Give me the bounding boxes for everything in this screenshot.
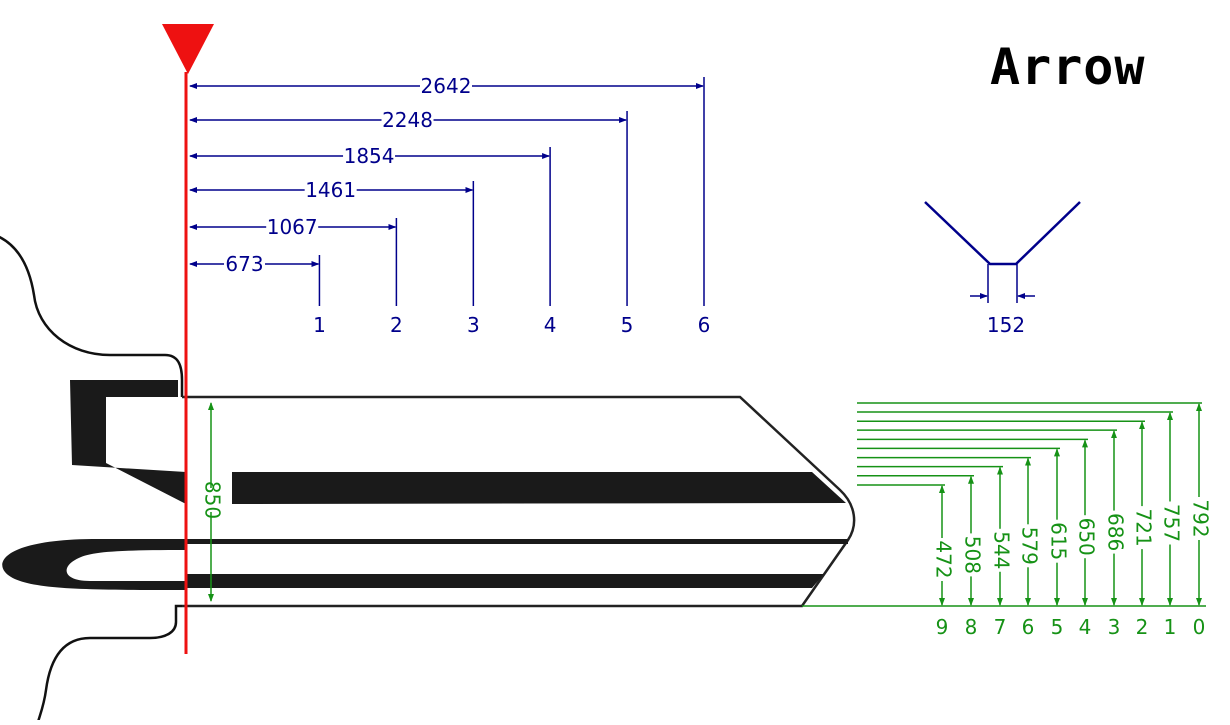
- blade-wave: [2, 539, 186, 590]
- depth-value-label: 544: [990, 531, 1014, 569]
- depth-value-label: 757: [1160, 504, 1184, 542]
- cut-position-label: 5: [621, 313, 634, 337]
- depth-value-label: 650: [1075, 518, 1099, 556]
- depth-number-label: 6: [1022, 615, 1035, 639]
- depth-number-label: 0: [1193, 615, 1206, 639]
- cutter-width-label: 152: [987, 313, 1025, 337]
- cut-position-label: 1: [313, 313, 326, 337]
- depth-number-label: 9: [936, 615, 949, 639]
- depth-value-label: 615: [1047, 522, 1071, 560]
- depth-number-label: 4: [1079, 615, 1092, 639]
- cutter-shape: [924, 201, 1081, 266]
- key-blade: [2, 380, 856, 608]
- cut-position-label: 4: [544, 313, 557, 337]
- depth-value-label: 508: [961, 536, 985, 574]
- depth-value-label: 792: [1189, 499, 1213, 537]
- key-head-outline: [0, 236, 184, 723]
- cutter-diagram: [924, 201, 1081, 303]
- blade-groove-lower: [186, 574, 824, 588]
- depth-number-label: 8: [965, 615, 978, 639]
- cut-position-label: 2: [390, 313, 403, 337]
- depth-number-label: 1: [1164, 615, 1177, 639]
- cut-distance-label: 1067: [267, 215, 318, 239]
- depth-value-label: 721: [1132, 509, 1156, 547]
- cut-distance-label: 2642: [421, 74, 472, 98]
- cut-distance-label: 1854: [344, 144, 395, 168]
- depth-value-label: 686: [1104, 513, 1128, 551]
- depth-number-label: 5: [1051, 615, 1064, 639]
- key-height-label: 850: [201, 481, 225, 519]
- stop-triangle-icon: [162, 24, 214, 74]
- key-height-dimension: 850: [201, 402, 225, 602]
- depth-value-label: 579: [1018, 527, 1042, 565]
- depth-number-label: 2: [1136, 615, 1149, 639]
- page-title: Arrow: [990, 38, 1146, 96]
- depth-number-label: 7: [994, 615, 1007, 639]
- cut-distance-label: 2248: [382, 108, 433, 132]
- cut-positions: 673 1 1067 2 1461 3 1854 4 2248 5 2642 6: [189, 74, 711, 337]
- cut-position-label: 6: [698, 313, 711, 337]
- cut-distance-label: 673: [225, 252, 263, 276]
- depth-number-label: 3: [1108, 615, 1121, 639]
- blade-groove-upper: [232, 472, 846, 504]
- blade-line: [186, 539, 848, 544]
- shoulder-stop: [162, 24, 214, 654]
- blade-outline: [182, 395, 856, 608]
- depth-value-label: 472: [932, 540, 956, 578]
- cut-distance-label: 1461: [305, 178, 356, 202]
- depth-table: 472 9 508 8 544 7 579 6 615 5 650 4 686 3 721 2 757 1 792 0: [857, 402, 1213, 639]
- cut-position-label: 3: [467, 313, 480, 337]
- shoulder-top: [70, 380, 186, 504]
